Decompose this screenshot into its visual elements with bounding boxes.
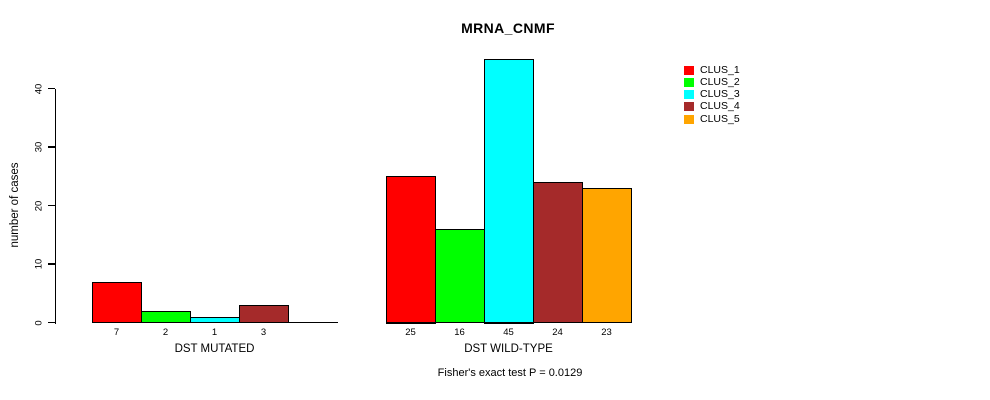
bar-clus_4-group1: [239, 304, 289, 324]
legend-label: CLUS_2: [700, 75, 740, 88]
y-axis-tick: [48, 263, 55, 265]
bar-clus_3-group2: [484, 59, 534, 324]
y-axis-line: [55, 88, 57, 324]
legend-label: CLUS_3: [700, 88, 740, 100]
y-axis-tick-label: 20: [33, 200, 45, 211]
legend-label: CLUS_1: [700, 63, 740, 76]
y-axis-tick-label: 10: [33, 258, 45, 270]
legend-label: CLUS_4: [700, 100, 740, 113]
legend-swatch-clus_1: [684, 65, 694, 75]
bar-clus_1-group1: [92, 281, 142, 324]
bar-value-label: 24: [552, 327, 563, 338]
legend-label: CLUS_5: [700, 112, 740, 125]
y-axis-tick-label: 0: [33, 319, 45, 326]
bar-value-label: 25: [405, 327, 416, 338]
bar-value-label: 16: [454, 327, 465, 338]
y-axis-title: number of cases: [9, 162, 21, 248]
legend-swatch-clus_4: [684, 102, 694, 112]
bar-value-label: 23: [601, 327, 612, 338]
y-axis-tick: [48, 321, 55, 324]
y-axis-tick: [48, 146, 55, 148]
bar-value-label: 45: [503, 327, 514, 338]
bar-clus_1-group2: [386, 176, 436, 324]
bar-value-label: 2: [162, 327, 169, 338]
bar-value-label: 3: [260, 327, 267, 338]
y-axis-tick: [48, 87, 55, 90]
y-axis-tick: [48, 204, 55, 207]
bar-clus_5-group2: [582, 187, 632, 324]
x-axis-line: [386, 322, 632, 324]
bar-clus_2-group2: [435, 228, 485, 324]
x-axis-line: [92, 322, 338, 324]
bar-value-label: 1: [211, 327, 218, 338]
bar-clus_4-group2: [533, 182, 583, 324]
legend-swatch-clus_5: [684, 114, 694, 124]
y-axis-tick-label: 40: [33, 83, 45, 94]
group-label: DST MUTATED: [174, 343, 255, 355]
legend-swatch-clus_3: [684, 90, 694, 99]
fisher-test-annotation: Fisher's exact test P = 0.0129: [437, 367, 583, 379]
y-axis-tick-label: 30: [33, 141, 45, 153]
bar-value-label: 7: [113, 327, 120, 338]
group-label: DST WILD-TYPE: [464, 343, 553, 355]
chart-title: MRNA_CNMF: [461, 20, 555, 36]
legend-swatch-clus_2: [684, 77, 694, 87]
